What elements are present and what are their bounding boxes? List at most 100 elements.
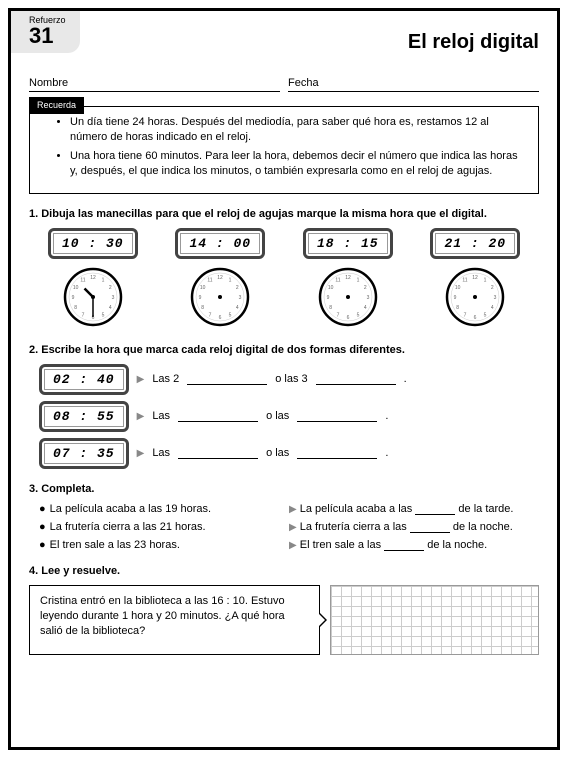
exercise-2-title: 2. Escribe la hora que marca cada reloj … bbox=[29, 344, 539, 356]
blank-line bbox=[297, 447, 377, 459]
arrow-icon: ▶ bbox=[289, 522, 297, 533]
svg-text:9: 9 bbox=[454, 295, 457, 301]
header: Refuerzo 31 El reloj digital bbox=[29, 23, 539, 73]
digital-clock: 07 : 35 bbox=[39, 438, 129, 469]
svg-text:8: 8 bbox=[202, 305, 205, 311]
svg-text:1: 1 bbox=[229, 277, 232, 283]
arrow-icon: ▶ bbox=[137, 411, 145, 422]
ex3-row: ●El tren sale a las 23 horas.▶ El tren s… bbox=[29, 539, 539, 551]
arrow-icon: ▶ bbox=[137, 448, 145, 459]
svg-text:5: 5 bbox=[101, 312, 104, 318]
svg-text:9: 9 bbox=[326, 295, 329, 301]
blank-line bbox=[415, 503, 455, 515]
answer-grid bbox=[330, 585, 539, 655]
arrow-icon: ▶ bbox=[289, 540, 297, 551]
digital-clock: 14 : 00 bbox=[175, 228, 265, 259]
exercise-3: 3. Completa. ●La película acaba a las 19… bbox=[29, 483, 539, 551]
remember-box: Recuerda Un día tiene 24 horas. Después … bbox=[29, 106, 539, 194]
clock-unit: 10 : 30121234567891011 bbox=[48, 228, 138, 330]
svg-text:9: 9 bbox=[199, 295, 202, 301]
svg-text:12: 12 bbox=[345, 275, 351, 281]
text: La frutería cierra a las 21 horas. bbox=[50, 521, 206, 533]
remember-item: Una hora tiene 60 minutos. Para leer la … bbox=[70, 149, 524, 180]
exercise-4: 4. Lee y resuelve. Cristina entró en la … bbox=[29, 565, 539, 655]
digital-clock: 02 : 40 bbox=[39, 364, 129, 395]
exercise-3-title: 3. Completa. bbox=[29, 483, 539, 495]
exercise-1: 1. Dibuja las manecillas para que el rel… bbox=[29, 208, 539, 330]
svg-text:5: 5 bbox=[484, 312, 487, 318]
svg-text:8: 8 bbox=[457, 305, 460, 311]
text: La película acaba a las bbox=[300, 503, 413, 515]
digital-time: 21 : 20 bbox=[435, 233, 515, 254]
name-date-fields: Nombre Fecha bbox=[29, 77, 539, 92]
svg-text:7: 7 bbox=[209, 312, 212, 318]
svg-text:2: 2 bbox=[109, 285, 112, 291]
page-title: El reloj digital bbox=[408, 31, 539, 54]
digital-time: 14 : 00 bbox=[180, 233, 260, 254]
svg-text:7: 7 bbox=[336, 312, 339, 318]
svg-text:11: 11 bbox=[80, 277, 85, 283]
text: o las 3 bbox=[275, 373, 307, 385]
blank-line bbox=[297, 410, 377, 422]
svg-text:5: 5 bbox=[229, 312, 232, 318]
digital-time: 18 : 15 bbox=[308, 233, 388, 254]
worksheet-page: Refuerzo 31 El reloj digital Nombre Fech… bbox=[8, 8, 560, 750]
svg-text:10: 10 bbox=[455, 285, 461, 291]
svg-text:10: 10 bbox=[328, 285, 334, 291]
svg-text:5: 5 bbox=[356, 312, 359, 318]
name-field: Nombre bbox=[29, 77, 280, 92]
svg-text:1: 1 bbox=[484, 277, 487, 283]
svg-text:4: 4 bbox=[109, 305, 112, 311]
refuerzo-tab: Refuerzo 31 bbox=[11, 11, 80, 53]
problem-text: Cristina entró en la biblioteca a las 16… bbox=[29, 585, 320, 655]
date-field: Fecha bbox=[288, 77, 539, 92]
svg-text:11: 11 bbox=[463, 277, 468, 283]
svg-text:10: 10 bbox=[200, 285, 206, 291]
svg-text:3: 3 bbox=[239, 295, 242, 301]
svg-text:4: 4 bbox=[491, 305, 494, 311]
text: Las bbox=[152, 447, 170, 459]
digital-time: 08 : 55 bbox=[44, 406, 124, 427]
text: Las bbox=[152, 410, 170, 422]
text: La frutería cierra a las bbox=[300, 521, 407, 533]
ex3-row: ●La frutería cierra a las 21 horas.▶ La … bbox=[29, 521, 539, 533]
text: La película acaba a las 19 horas. bbox=[50, 503, 211, 515]
svg-text:2: 2 bbox=[236, 285, 239, 291]
svg-text:12: 12 bbox=[217, 275, 223, 281]
svg-text:2: 2 bbox=[364, 285, 367, 291]
arrow-icon: ▶ bbox=[137, 374, 145, 385]
text: Las 2 bbox=[152, 373, 179, 385]
digital-time: 02 : 40 bbox=[44, 369, 124, 390]
clock-unit: 18 : 15121234567891011 bbox=[303, 228, 393, 330]
svg-text:6: 6 bbox=[474, 315, 477, 321]
ex2-row: 02 : 40▶Las 2o las 3. bbox=[29, 364, 539, 395]
svg-text:3: 3 bbox=[111, 295, 114, 301]
analog-clock: 121234567891011 bbox=[445, 267, 505, 330]
text: de la noche. bbox=[453, 521, 513, 533]
text: o las bbox=[266, 447, 289, 459]
digital-clock: 10 : 30 bbox=[48, 228, 138, 259]
text: de la tarde. bbox=[458, 503, 513, 515]
clock-unit: 14 : 00121234567891011 bbox=[175, 228, 265, 330]
svg-text:11: 11 bbox=[335, 277, 340, 283]
svg-text:6: 6 bbox=[346, 315, 349, 321]
blank-line bbox=[178, 447, 258, 459]
digital-time: 10 : 30 bbox=[53, 233, 133, 254]
svg-text:3: 3 bbox=[494, 295, 497, 301]
text: El tren sale a las 23 horas. bbox=[50, 539, 180, 551]
svg-text:3: 3 bbox=[366, 295, 369, 301]
blank-line bbox=[187, 373, 267, 385]
exercise-4-title: 4. Lee y resuelve. bbox=[29, 565, 539, 577]
analog-clock: 121234567891011 bbox=[63, 267, 123, 330]
blank-line bbox=[316, 373, 396, 385]
svg-text:8: 8 bbox=[329, 305, 332, 311]
arrow-icon: ▶ bbox=[289, 504, 297, 515]
svg-text:1: 1 bbox=[356, 277, 359, 283]
ex2-row: 07 : 35▶Laso las. bbox=[29, 438, 539, 469]
clock-unit: 21 : 20121234567891011 bbox=[430, 228, 520, 330]
svg-text:8: 8 bbox=[74, 305, 77, 311]
svg-text:12: 12 bbox=[472, 275, 478, 281]
text: o las bbox=[266, 410, 289, 422]
svg-text:9: 9 bbox=[71, 295, 74, 301]
digital-clock: 21 : 20 bbox=[430, 228, 520, 259]
